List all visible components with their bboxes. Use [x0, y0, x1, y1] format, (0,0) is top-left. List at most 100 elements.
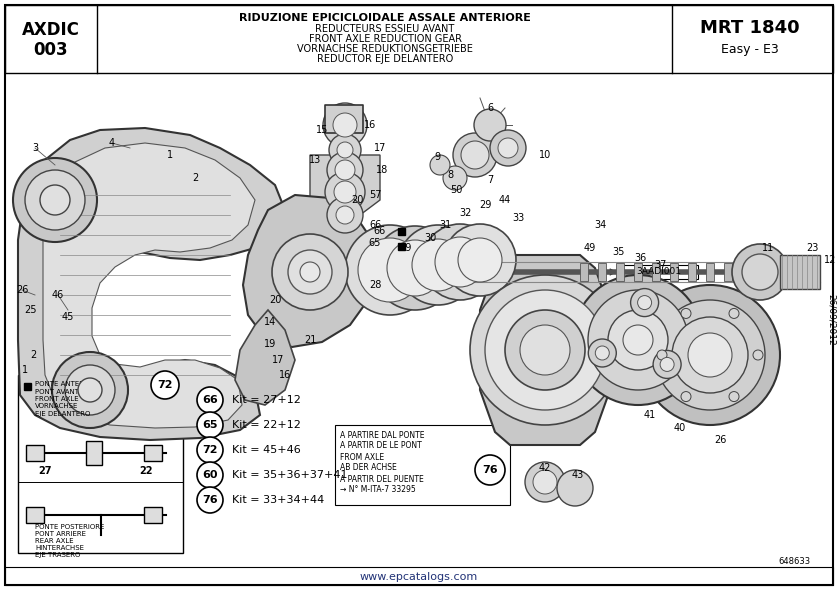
Circle shape: [329, 134, 361, 166]
Circle shape: [13, 158, 97, 242]
Text: 17: 17: [272, 355, 284, 365]
Text: 37: 37: [654, 260, 666, 270]
Circle shape: [505, 310, 585, 390]
Text: 44: 44: [499, 195, 511, 205]
Circle shape: [323, 103, 367, 147]
Bar: [398, 243, 405, 250]
Text: AB DER ACHSE: AB DER ACHSE: [340, 464, 396, 473]
Text: MRT 1840: MRT 1840: [701, 19, 799, 37]
Text: 13: 13: [309, 155, 321, 165]
Text: 66: 66: [202, 395, 218, 405]
Text: FRONT AXLE REDUCTION GEAR: FRONT AXLE REDUCTION GEAR: [308, 34, 462, 44]
Text: 28: 28: [369, 280, 381, 290]
Text: PONT AVANT: PONT AVANT: [35, 388, 79, 395]
Polygon shape: [310, 155, 380, 215]
Text: PONTE ANTERIORE: PONTE ANTERIORE: [35, 381, 101, 387]
Text: AXDIC: AXDIC: [22, 21, 80, 39]
Circle shape: [398, 225, 478, 305]
Text: 60: 60: [202, 470, 218, 480]
Text: FRONT AXLE: FRONT AXLE: [35, 396, 79, 402]
Circle shape: [729, 392, 739, 402]
Text: 72: 72: [202, 445, 218, 455]
Text: REAR AXLE: REAR AXLE: [35, 538, 74, 544]
Polygon shape: [235, 310, 295, 405]
Text: A PARTIRE DAL PONTE: A PARTIRE DAL PONTE: [340, 431, 425, 440]
Text: Easy - E3: Easy - E3: [722, 44, 779, 57]
Text: → N° M-ITA-7 33295: → N° M-ITA-7 33295: [340, 486, 416, 494]
Circle shape: [443, 166, 467, 190]
Bar: [724, 263, 732, 281]
Circle shape: [753, 350, 763, 360]
Circle shape: [197, 387, 223, 413]
Text: 3AADI001: 3AADI001: [637, 267, 681, 277]
Circle shape: [672, 317, 748, 393]
Bar: [24, 383, 31, 390]
Bar: [670, 263, 678, 281]
Circle shape: [588, 339, 616, 367]
Text: VORNACHSE REDUKTIONSGETRIEBE: VORNACHSE REDUKTIONSGETRIEBE: [297, 44, 473, 54]
Circle shape: [335, 160, 355, 180]
Bar: [26, 445, 44, 461]
Circle shape: [444, 224, 516, 296]
Text: 20: 20: [269, 295, 282, 305]
Circle shape: [475, 455, 505, 485]
Text: 14: 14: [264, 317, 277, 327]
Bar: [144, 507, 162, 523]
Text: EJE TRASERO: EJE TRASERO: [35, 552, 80, 558]
Circle shape: [653, 350, 681, 378]
Circle shape: [272, 234, 348, 310]
Text: 25: 25: [23, 305, 36, 315]
Circle shape: [688, 333, 732, 377]
Circle shape: [474, 109, 506, 141]
Circle shape: [485, 290, 605, 410]
Circle shape: [490, 130, 526, 166]
Bar: [5, 5, 833, 73]
Circle shape: [631, 289, 659, 317]
Text: 26: 26: [714, 435, 727, 445]
Text: 32: 32: [459, 208, 471, 218]
Bar: [580, 263, 588, 281]
Circle shape: [197, 412, 223, 438]
Polygon shape: [480, 255, 610, 445]
Bar: [634, 263, 642, 281]
Text: Kit = 27+12: Kit = 27+12: [232, 395, 301, 405]
Text: 65: 65: [374, 241, 386, 251]
Text: PONT ARRIERE: PONT ARRIERE: [35, 531, 86, 537]
Circle shape: [430, 155, 450, 175]
Circle shape: [608, 310, 668, 370]
Text: 21: 21: [304, 335, 316, 345]
Circle shape: [498, 138, 518, 158]
Circle shape: [333, 113, 357, 137]
Circle shape: [435, 237, 485, 287]
Text: 57: 57: [369, 190, 381, 200]
Text: 2: 2: [192, 173, 198, 183]
Text: VORNACHSE: VORNACHSE: [35, 404, 79, 409]
Circle shape: [387, 240, 443, 296]
Text: HINTERACHSE: HINTERACHSE: [35, 545, 84, 551]
Polygon shape: [243, 195, 375, 347]
Text: 17: 17: [374, 143, 386, 153]
Text: 1: 1: [22, 365, 28, 375]
Text: FROM AXLE: FROM AXLE: [340, 453, 384, 461]
Text: 31: 31: [439, 220, 451, 230]
Bar: [5, 567, 833, 585]
Text: 33: 33: [512, 213, 524, 223]
Circle shape: [655, 300, 765, 410]
Circle shape: [327, 197, 363, 233]
Text: PONTE POSTERIORE: PONTE POSTERIORE: [35, 524, 105, 530]
Text: RIDUZIONE EPICICLOIDALE ASSALE ANTERIORE: RIDUZIONE EPICICLOIDALE ASSALE ANTERIORE: [239, 13, 531, 23]
Circle shape: [412, 239, 464, 291]
Text: 50: 50: [450, 185, 463, 195]
Circle shape: [458, 238, 502, 282]
Circle shape: [742, 254, 778, 290]
Circle shape: [533, 470, 557, 494]
Bar: [620, 265, 698, 279]
Circle shape: [588, 290, 688, 390]
Text: 27: 27: [39, 466, 52, 476]
Text: A PARTIR DEL PUENTE: A PARTIR DEL PUENTE: [340, 474, 424, 483]
Circle shape: [681, 309, 691, 319]
Circle shape: [25, 170, 85, 230]
Text: Kit = 22+12: Kit = 22+12: [232, 420, 301, 430]
Circle shape: [40, 185, 70, 215]
Text: 1: 1: [167, 150, 173, 160]
